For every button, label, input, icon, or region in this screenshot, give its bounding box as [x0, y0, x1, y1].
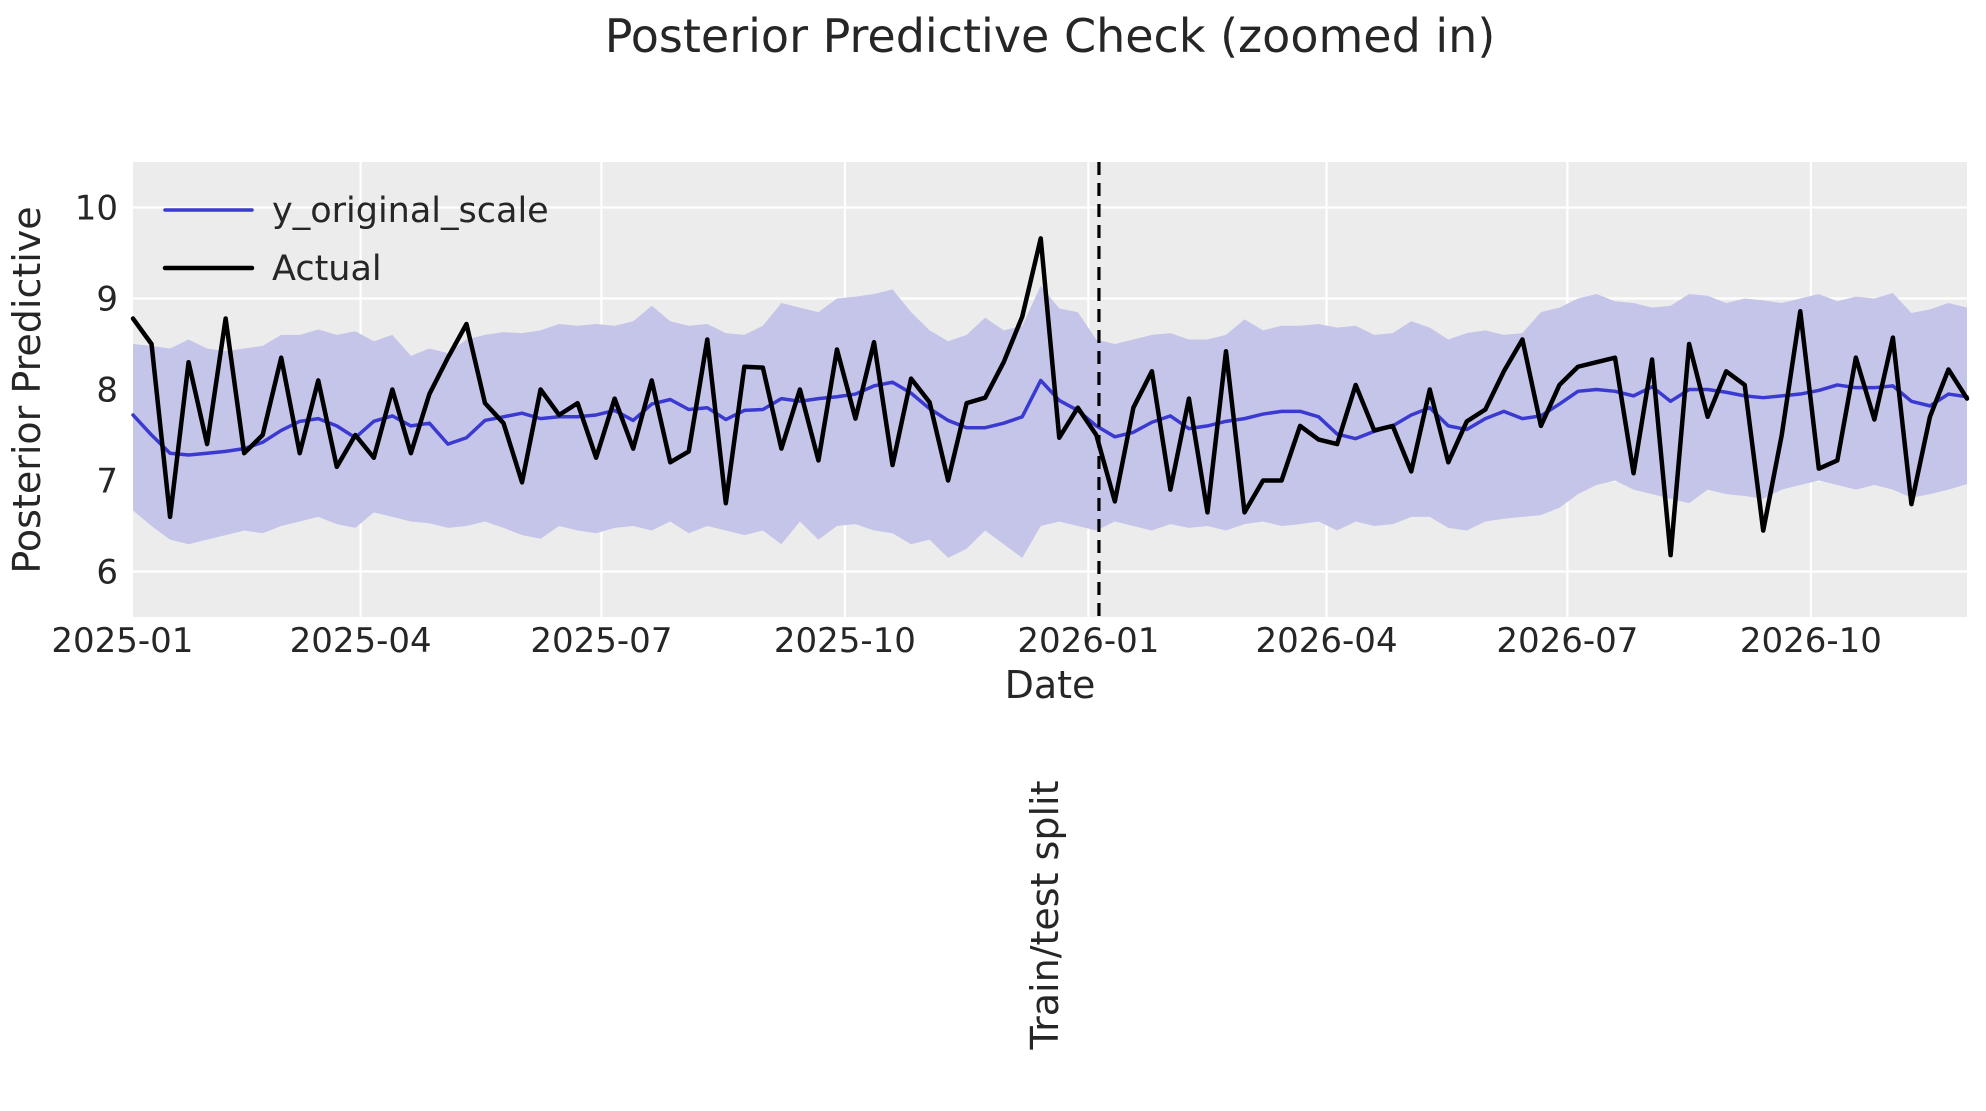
x-axis-label: Date: [1005, 663, 1096, 707]
x-tick-label: 2025-01: [51, 621, 193, 661]
x-tick-label: 2026-07: [1496, 621, 1638, 661]
predicted-line: [131, 378, 1969, 457]
legend-label: Actual: [272, 249, 382, 289]
y-tick-label: 10: [75, 189, 118, 229]
x-tick-label: 2025-07: [530, 621, 672, 661]
chart-title: Posterior Predictive Check (zoomed in): [605, 9, 1496, 63]
x-tick-label: 2026-04: [1256, 621, 1398, 661]
split-label: Train/test split: [1023, 781, 1067, 1051]
x-tick-label: 2025-10: [774, 621, 916, 661]
legend-label: y_original_scale: [272, 191, 549, 231]
y-tick-label: 6: [96, 553, 118, 593]
x-tick-labels: 2025-01 2025-04 2025-07 2025-10 2026-01 2026-…: [51, 621, 1882, 661]
x-tick-label: 2025-04: [290, 621, 432, 661]
actual-line: [130, 236, 1970, 558]
y-tick-label: 7: [96, 462, 118, 502]
y-tick-labels: 6 7 8 9 10: [75, 189, 118, 593]
legend: y_original_scale Actual: [162, 191, 549, 289]
y-tick-label: 9: [96, 280, 118, 320]
x-tick-label: 2026-01: [1017, 621, 1159, 661]
hdi-band: [133, 285, 1967, 558]
y-tick-label: 8: [96, 371, 118, 411]
x-tick-label: 2026-10: [1740, 621, 1882, 661]
y-axis-label: Posterior Predictive: [5, 206, 49, 573]
